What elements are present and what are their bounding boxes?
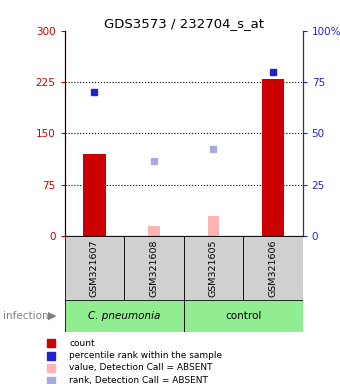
Text: GSM321606: GSM321606 [268,239,277,296]
Bar [124,236,184,300]
Text: ▶: ▶ [49,311,57,321]
Text: infection: infection [3,311,49,321]
Text: GDS3573 / 232704_s_at: GDS3573 / 232704_s_at [104,17,264,30]
Bar [184,236,243,300]
Text: C. pneumonia: C. pneumonia [88,311,160,321]
Text: rank, Detection Call = ABSENT: rank, Detection Call = ABSENT [69,376,208,384]
Bar [208,216,219,236]
Text: count: count [69,339,95,348]
Bar [65,236,124,300]
Text: GSM321605: GSM321605 [209,239,218,296]
Text: control: control [225,311,261,321]
Bar [65,300,184,332]
Bar [243,236,303,300]
Bar [261,79,284,236]
Bar [83,154,106,236]
Text: GSM321608: GSM321608 [149,239,158,296]
Bar [184,300,303,332]
Text: percentile rank within the sample: percentile rank within the sample [69,351,222,360]
Text: value, Detection Call = ABSENT: value, Detection Call = ABSENT [69,363,213,372]
Bar [148,226,159,236]
Text: GSM321607: GSM321607 [90,239,99,296]
